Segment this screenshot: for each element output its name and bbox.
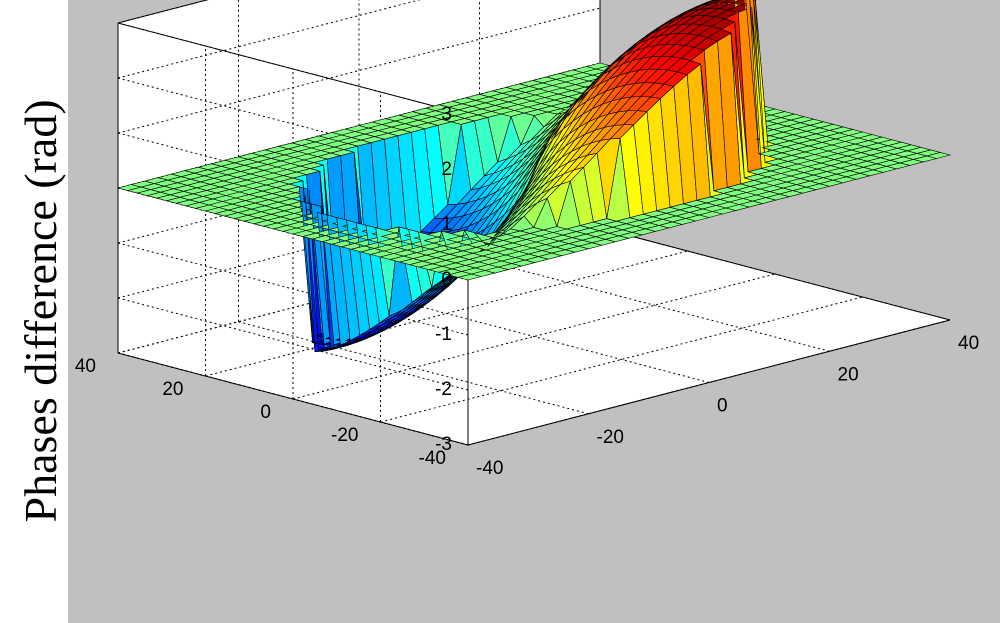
grid-line [117,242,469,336]
x-tick-label: -40 [476,458,503,479]
x-tick-label: 20 [838,364,859,385]
grid-line [238,321,589,415]
z-tick-label: -3 [435,434,452,455]
surface-patch [925,152,952,159]
z-tick-label: 3 [441,104,452,125]
axis-edge [117,0,209,24]
x-tick-label: 0 [717,396,728,417]
y-tick-label: 0 [260,402,271,423]
axis-edge [117,22,469,116]
surface-patch [702,0,722,6]
z-tick-label: 0 [441,269,452,290]
axis-edge [117,352,469,446]
y-tick-label: -40 [419,448,446,469]
y-tick-label: -20 [331,425,358,446]
grid-line [117,297,469,391]
z-tick-label: 2 [441,159,452,180]
x-tick-label: -20 [597,427,624,448]
y-tick-label: 40 [75,356,96,377]
surface-mesh [116,0,952,353]
surface-patch [712,0,730,4]
z-tick-label: 1 [441,214,452,235]
axis-edge [467,319,951,446]
z-tick-label: -2 [435,379,452,400]
grid-line [479,258,830,352]
z-tick-label: -1 [435,324,452,345]
x-tick-label: 40 [958,333,979,354]
z-axis-label: Phases difference (rad) [15,99,66,523]
y-tick-label: 20 [162,379,183,400]
axis-edge [599,227,951,321]
surface-patch [710,0,716,2]
surface-patch [713,0,721,2]
